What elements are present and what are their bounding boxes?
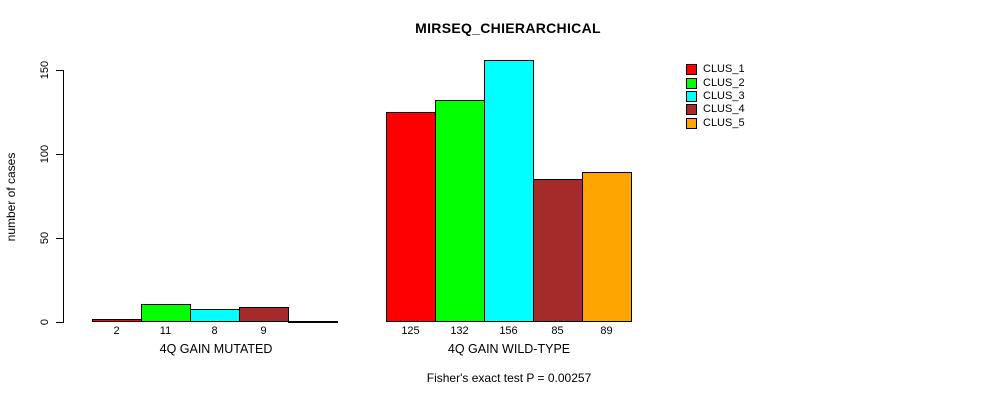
legend-item-clus_1: CLUS_1 xyxy=(686,63,745,76)
legend-label: CLUS_4 xyxy=(703,103,745,116)
legend-item-clus_2: CLUS_2 xyxy=(686,76,745,89)
bar-clus_5 xyxy=(582,172,632,322)
y-tick-label: 150 xyxy=(39,60,51,80)
fisher-test-annotation: Fisher's exact test P = 0.00257 xyxy=(426,371,592,385)
group-label-mutated: 4Q GAIN MUTATED xyxy=(159,342,273,356)
legend-item-clus_5: CLUS_5 xyxy=(686,117,745,130)
legend-label: CLUS_3 xyxy=(703,89,745,102)
legend-item-clus_3: CLUS_3 xyxy=(686,90,745,103)
y-tick-label: 0 xyxy=(39,318,51,326)
legend-item-clus_4: CLUS_4 xyxy=(686,103,745,116)
chart-title: MIRSEQ_CHIERARCHICAL xyxy=(415,20,601,36)
bar-clus_2 xyxy=(141,304,191,322)
bar-value-label: 156 xyxy=(499,325,518,337)
bar-value-label: 85 xyxy=(551,325,564,337)
bar-clus_1 xyxy=(92,319,142,322)
y-axis-label: number of cases xyxy=(4,152,18,242)
bar-clus_3 xyxy=(484,60,534,322)
y-tick-mark xyxy=(56,238,63,239)
bar-clus_1 xyxy=(386,112,436,322)
group-label-wild-type: 4Q GAIN WILD-TYPE xyxy=(447,342,571,356)
y-tick-mark xyxy=(56,154,63,155)
legend-label: CLUS_1 xyxy=(703,63,745,76)
y-tick-label: 100 xyxy=(39,144,51,164)
legend-swatch-icon xyxy=(686,90,697,102)
bar-value-label: 89 xyxy=(600,325,613,337)
bar-clus_4 xyxy=(239,307,289,322)
bar-clus_2 xyxy=(435,100,485,322)
bar-value-label: 132 xyxy=(450,325,469,337)
y-tick-mark xyxy=(56,70,63,71)
y-tick-mark xyxy=(56,322,63,323)
bar-clus_3 xyxy=(190,309,240,322)
bar-value-label: 11 xyxy=(159,325,172,337)
bar-value-label: 125 xyxy=(401,325,420,337)
legend-label: CLUS_5 xyxy=(703,116,745,129)
legend-swatch-icon xyxy=(686,117,697,129)
zero-height-bar-clus_5 xyxy=(288,321,338,323)
bar-value-label: 8 xyxy=(211,325,218,337)
legend-swatch-icon xyxy=(686,64,697,76)
legend: CLUS_1 CLUS_2 CLUS_3 CLUS_4 CLUS_5 xyxy=(686,63,745,130)
y-axis-line xyxy=(63,70,64,323)
y-tick-label: 50 xyxy=(39,231,51,245)
bar-clus_4 xyxy=(533,179,583,322)
legend-swatch-icon xyxy=(686,77,697,89)
legend-swatch-icon xyxy=(686,104,697,116)
legend-label: CLUS_2 xyxy=(703,76,745,89)
bar-value-label: 2 xyxy=(113,325,120,337)
bar-value-label: 9 xyxy=(260,325,267,337)
